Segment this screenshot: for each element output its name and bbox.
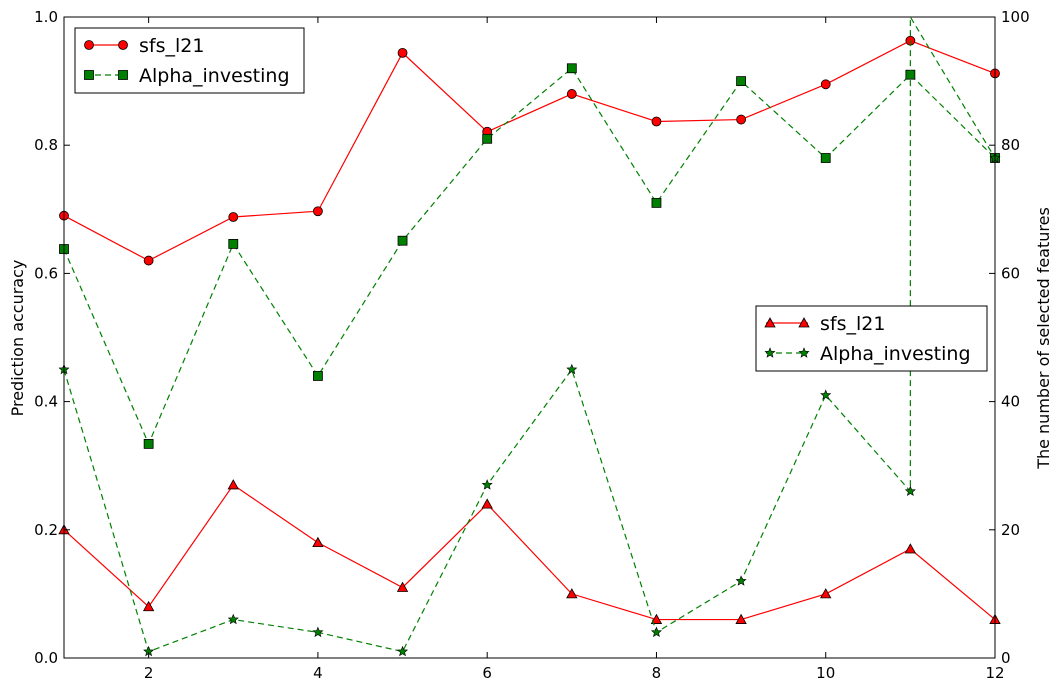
right-alpha-investing-point — [481, 479, 493, 490]
left-alpha-investing-line — [63, 67, 996, 446]
legend-marker — [84, 70, 94, 80]
right-alpha-investing-point — [650, 626, 662, 638]
x-tick-label: 6 — [482, 664, 492, 682]
right-sfs-l21-point — [396, 581, 409, 592]
right-y-tick-label: 60 — [1001, 264, 1020, 282]
right-sfs-l21-point — [650, 613, 663, 624]
right-alpha-investing-point — [227, 613, 239, 625]
legend-left-box — [74, 27, 305, 94]
right-alpha-investing-point — [397, 645, 409, 657]
left-sfs-l21-point — [143, 255, 154, 266]
left-sfs-l21-point — [820, 79, 831, 90]
right-y-tick-label: 40 — [1001, 393, 1020, 411]
left-alpha-investing-point — [566, 63, 577, 74]
legend-label: sfs_l21 — [820, 313, 885, 335]
left-alpha-investing-point — [482, 133, 493, 144]
right-y-tick-label: 100 — [1001, 8, 1030, 26]
left-sfs-l21-point — [566, 89, 577, 99]
legend-marker — [798, 347, 810, 358]
left-alpha-investing-point — [820, 153, 831, 163]
left-sfs-l21-point — [397, 47, 408, 58]
right-sfs-l21-series — [58, 479, 1001, 624]
right-y-tick-label: 20 — [1001, 521, 1020, 539]
legend-right: sfs_l21 Alpha_investing — [755, 305, 988, 372]
legend-marker — [798, 317, 810, 328]
right-alpha-investing-point — [735, 575, 747, 586]
right-sfs-l21-point — [820, 588, 832, 599]
left-y-tick-label: 0.2 — [34, 521, 58, 539]
legend-marker — [84, 40, 94, 50]
left-sfs-l21-point — [736, 114, 746, 125]
legend-marker — [764, 317, 776, 328]
left-y-tick-label: 0.0 — [34, 649, 58, 667]
legend-label: Alpha_investing — [820, 343, 971, 365]
ticks: 2 4 6 8 10 12 0.0 0.2 0.4 0.6 0.8 1.0 0 20 40 60 80 100 — [34, 8, 1030, 682]
x-tick-label: 12 — [985, 664, 1004, 682]
right-sfs-l21-point — [312, 536, 324, 548]
plot-content — [58, 14, 1001, 657]
legend-label: sfs_l21 — [139, 35, 204, 57]
left-y-tick-label: 0.8 — [34, 136, 58, 154]
left-alpha-investing-point — [313, 371, 323, 381]
right-alpha-investing-point — [820, 389, 832, 400]
right-axis-label: The number of selected features — [1034, 207, 1053, 470]
legend-marker — [118, 40, 128, 50]
legend-marker — [118, 70, 128, 80]
right-alpha-investing-point — [566, 363, 578, 375]
left-axis-label: Prediction accuracy — [8, 260, 27, 417]
left-sfs-l21-point — [313, 206, 323, 217]
right-y-tick-label: 80 — [1001, 136, 1020, 154]
legend-left: sfs_l21 Alpha_investing — [74, 27, 305, 94]
legend-right-box — [755, 305, 988, 372]
left-alpha-investing-point — [228, 239, 239, 249]
left-y-tick-label: 0.4 — [34, 393, 58, 411]
right-y-tick-label: 0 — [1001, 649, 1011, 667]
left-sfs-l21-line — [63, 40, 996, 262]
left-y-tick-label: 0.6 — [34, 264, 58, 282]
legend-label: Alpha_investing — [139, 65, 290, 87]
x-tick-label: 8 — [652, 664, 662, 682]
x-tick-label: 10 — [816, 664, 835, 682]
left-sfs-l21-point — [228, 212, 239, 222]
right-sfs-l21-point — [481, 498, 493, 509]
right-sfs-l21-point — [566, 588, 578, 599]
left-alpha-investing-point — [736, 76, 746, 86]
right-alpha-investing-point — [312, 626, 324, 638]
x-tick-label: 4 — [313, 664, 323, 682]
plot-frame — [63, 16, 996, 659]
x-tick-label: 2 — [144, 664, 154, 682]
right-sfs-l21-point — [142, 600, 155, 612]
legend-marker — [764, 347, 776, 358]
left-y-tick-label: 1.0 — [34, 8, 58, 26]
right-sfs-l21-point — [904, 543, 917, 554]
left-alpha-investing-point — [397, 235, 408, 246]
left-alpha-investing-series — [59, 63, 1000, 449]
left-alpha-investing-point — [143, 439, 154, 449]
right-sfs-l21-point — [735, 613, 747, 624]
left-sfs-l21-point — [651, 116, 662, 127]
right-sfs-l21-line — [63, 484, 996, 621]
right-alpha-investing-point — [904, 485, 916, 497]
right-sfs-l21-point — [227, 479, 239, 490]
left-alpha-investing-point — [651, 197, 662, 208]
